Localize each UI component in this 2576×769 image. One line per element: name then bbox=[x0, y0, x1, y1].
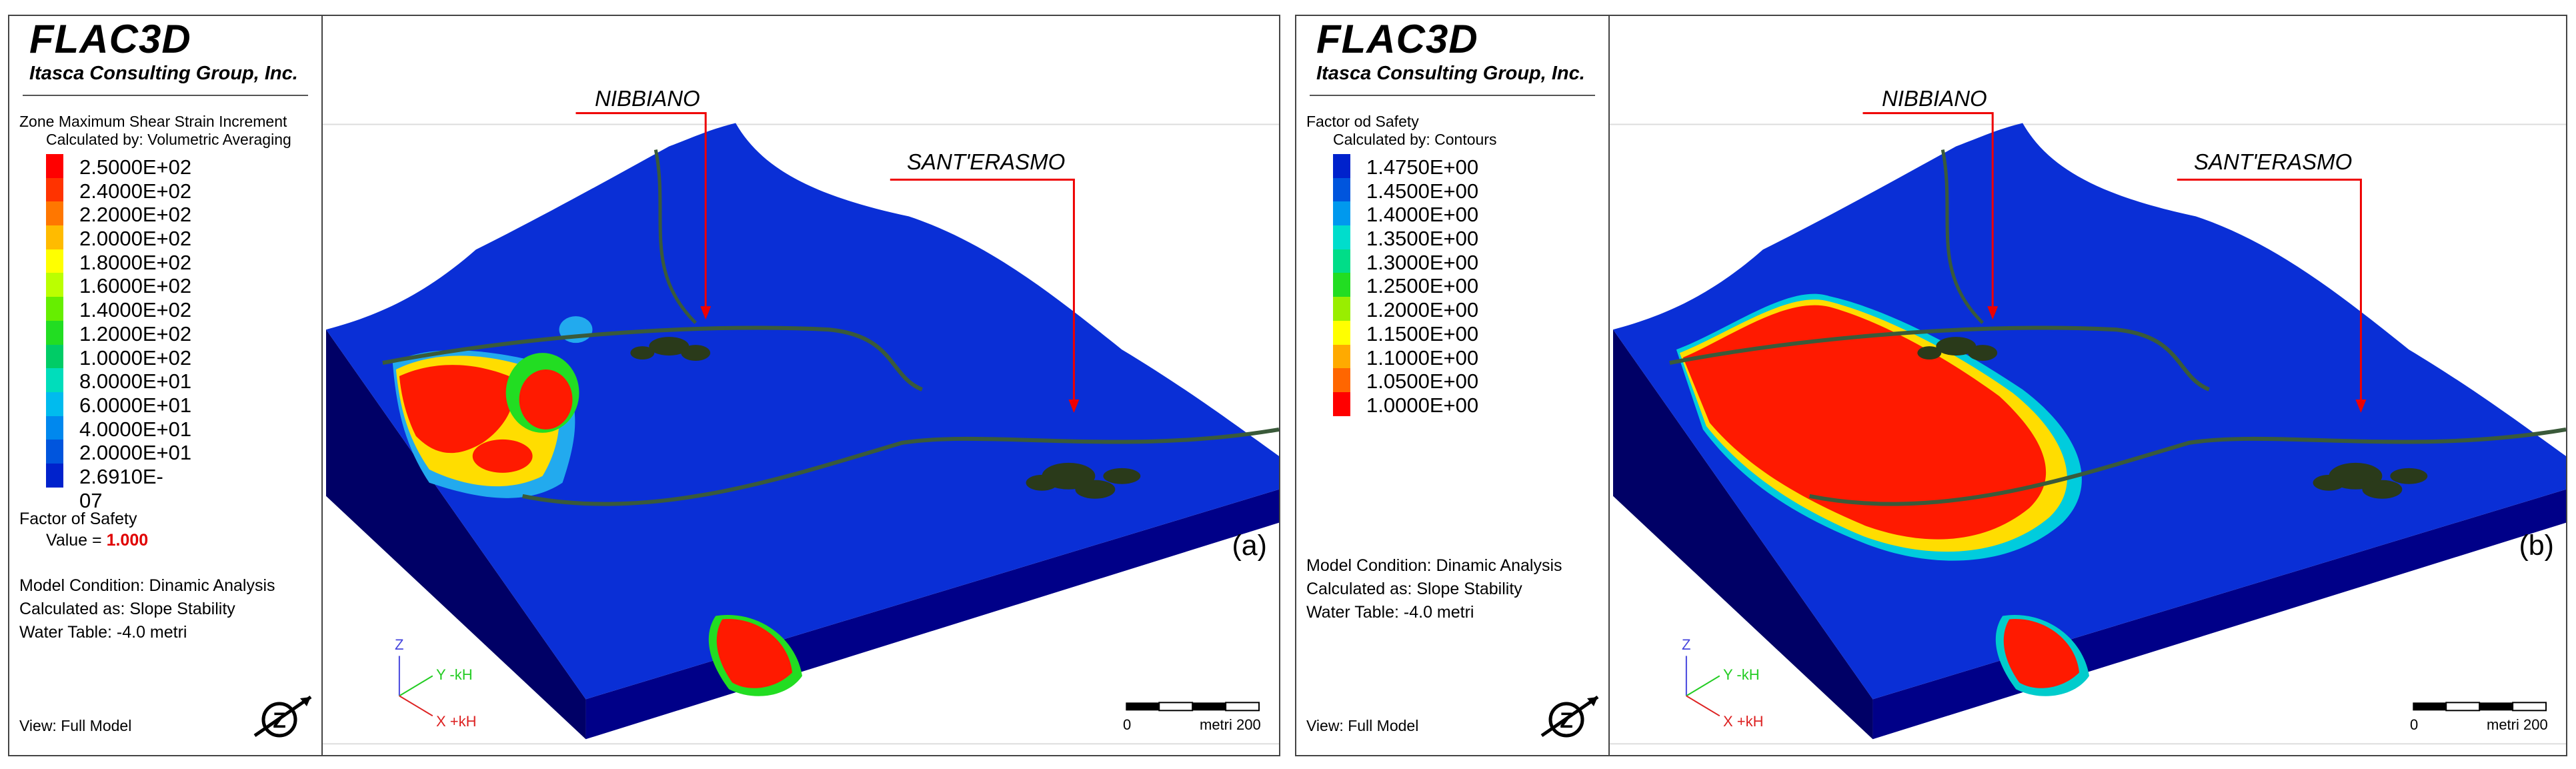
scale-value: 8.0000E+01 bbox=[79, 369, 192, 394]
logo-divider bbox=[1310, 95, 1595, 96]
scale-value: 4.0000E+01 bbox=[79, 417, 192, 441]
view-label: View: Full Model bbox=[1306, 717, 1419, 734]
scale-value: 1.1500E+00 bbox=[1366, 321, 1479, 345]
scalebar-unit: metri 200 bbox=[2487, 716, 2548, 733]
scale-value: 1.2500E+00 bbox=[1366, 274, 1479, 298]
scale-value: 1.4500E+00 bbox=[1366, 179, 1479, 203]
scale-swatch bbox=[46, 297, 63, 321]
scale-value: 1.4000E+02 bbox=[79, 298, 192, 322]
scale-value: 2.2000E+02 bbox=[79, 203, 192, 227]
scale-value: 1.1000E+00 bbox=[1366, 345, 1479, 369]
scale-value: 1.4750E+00 bbox=[1366, 155, 1479, 179]
calculated-as: Calculated as: Slope Stability bbox=[1306, 580, 1522, 598]
scale-value: 1.2000E+02 bbox=[79, 321, 192, 345]
panel-a: FLAC3D Itasca Consulting Group, Inc. Zon… bbox=[8, 15, 1280, 756]
axis-y-label: Y -kH bbox=[436, 666, 473, 683]
scale-value: 2.4000E+02 bbox=[79, 179, 192, 203]
compass-icon: Z bbox=[253, 695, 312, 738]
scale-value: 2.6910E-07 bbox=[79, 464, 163, 512]
scale-value: 1.2000E+00 bbox=[1366, 298, 1479, 322]
site-label-santerasmo: SANT'ERASMO bbox=[907, 149, 1066, 174]
scale-value: 1.6000E+02 bbox=[79, 274, 192, 298]
scale-swatch bbox=[46, 368, 63, 393]
logo-title: FLAC3D bbox=[1316, 17, 1478, 61]
scale-swatch bbox=[1333, 273, 1350, 297]
scale-swatch bbox=[1333, 297, 1350, 321]
fos-value: 1.000 bbox=[106, 531, 149, 550]
scale-swatch bbox=[46, 344, 63, 369]
model-view-b: NIBBIANO SANT'ERASMO (b) Z Y -kH X +kH 0… bbox=[1610, 16, 2566, 755]
scalebar-zero: 0 bbox=[1123, 716, 1132, 733]
compass-icon: Z bbox=[1540, 695, 1599, 738]
scale-value: 1.0500E+00 bbox=[1366, 369, 1479, 394]
axis-x-label: X +kH bbox=[436, 713, 477, 730]
scale-swatch bbox=[1333, 344, 1350, 369]
scale-swatch bbox=[1333, 201, 1350, 226]
scale-swatch bbox=[1333, 249, 1350, 273]
model-view-a: NIBBIANO SANT'ERASMO (a) Z Y -kH X +kH 0… bbox=[323, 16, 1279, 755]
site-label-santerasmo: SANT'ERASMO bbox=[2194, 149, 2353, 174]
logo-divider bbox=[23, 95, 308, 96]
calculated-as: Calculated as: Slope Stability bbox=[19, 600, 235, 618]
scale-value: 1.4000E+00 bbox=[1366, 203, 1479, 227]
scale-swatch bbox=[46, 416, 63, 440]
scale-value: 2.5000E+02 bbox=[79, 155, 192, 179]
scale-swatch bbox=[46, 273, 63, 297]
fos-label: Factor of Safety bbox=[19, 510, 137, 528]
scale-swatch bbox=[1333, 225, 1350, 250]
axis-z-label: Z bbox=[395, 636, 404, 653]
axis-z-label: Z bbox=[1682, 636, 1691, 653]
scale-value: 1.8000E+02 bbox=[79, 250, 192, 274]
legend-panel-a: FLAC3D Itasca Consulting Group, Inc. Zon… bbox=[9, 16, 323, 755]
scale-value: 1.3500E+00 bbox=[1366, 227, 1479, 251]
legend-title: Factor od Safety bbox=[1306, 113, 1419, 130]
panel-tag: (b) bbox=[2519, 530, 2554, 562]
legend-title: Zone Maximum Shear Strain Increment bbox=[19, 113, 287, 130]
fos-value-label: Value = bbox=[46, 531, 107, 550]
water-table: Water Table: -4.0 metri bbox=[19, 623, 187, 642]
model-render-b bbox=[1610, 112, 2566, 745]
scale-swatch bbox=[46, 201, 63, 226]
model-condition: Model Condition: Dinamic Analysis bbox=[19, 576, 275, 595]
axis-y-label: Y -kH bbox=[1723, 666, 1760, 683]
site-label-nibbiano: NIBBIANO bbox=[1882, 86, 1987, 111]
axis-x-label: X +kH bbox=[1723, 713, 1764, 730]
panel-tag: (a) bbox=[1232, 530, 1267, 562]
scale-value: 2.0000E+02 bbox=[79, 227, 192, 251]
scale-value: 1.0000E+00 bbox=[1366, 393, 1479, 417]
fos-value-line: Value = 1.000 bbox=[46, 531, 148, 550]
scale-value: 2.0000E+01 bbox=[79, 441, 192, 465]
scale-swatch bbox=[46, 320, 63, 345]
legend-subtitle: Calculated by: Volumetric Averaging bbox=[46, 131, 291, 148]
site-label-nibbiano: NIBBIANO bbox=[595, 86, 700, 111]
scale-value: 1.0000E+02 bbox=[79, 345, 192, 369]
scale-swatch bbox=[46, 440, 63, 464]
scale-value: 1.3000E+00 bbox=[1366, 250, 1479, 274]
scale-swatch bbox=[46, 463, 63, 488]
scalebar-unit: metri 200 bbox=[1200, 716, 1261, 733]
model-condition: Model Condition: Dinamic Analysis bbox=[1306, 556, 1562, 575]
scale-value: 6.0000E+01 bbox=[79, 393, 192, 417]
scale-swatch bbox=[46, 177, 63, 202]
view-label: View: Full Model bbox=[19, 717, 132, 734]
scale-swatch bbox=[1333, 320, 1350, 345]
scale-swatch bbox=[1333, 392, 1350, 416]
scalebar-zero: 0 bbox=[2410, 716, 2419, 733]
scale-swatch bbox=[46, 154, 63, 178]
logo-title: FLAC3D bbox=[29, 17, 191, 61]
logo-subtitle: Itasca Consulting Group, Inc. bbox=[29, 63, 298, 84]
water-table: Water Table: -4.0 metri bbox=[1306, 603, 1474, 622]
panel-b: FLAC3D Itasca Consulting Group, Inc. Fac… bbox=[1295, 15, 2567, 756]
scale-swatch bbox=[1333, 177, 1350, 202]
scale-swatch bbox=[1333, 368, 1350, 393]
scale-swatch bbox=[1333, 154, 1350, 178]
legend-panel-b: FLAC3D Itasca Consulting Group, Inc. Fac… bbox=[1296, 16, 1610, 755]
scale-swatch bbox=[46, 225, 63, 250]
logo-subtitle: Itasca Consulting Group, Inc. bbox=[1316, 63, 1585, 84]
scale-swatch bbox=[46, 392, 63, 416]
scale-swatch bbox=[46, 249, 63, 273]
model-render-a bbox=[323, 112, 1279, 745]
legend-subtitle: Calculated by: Contours bbox=[1333, 131, 1497, 148]
